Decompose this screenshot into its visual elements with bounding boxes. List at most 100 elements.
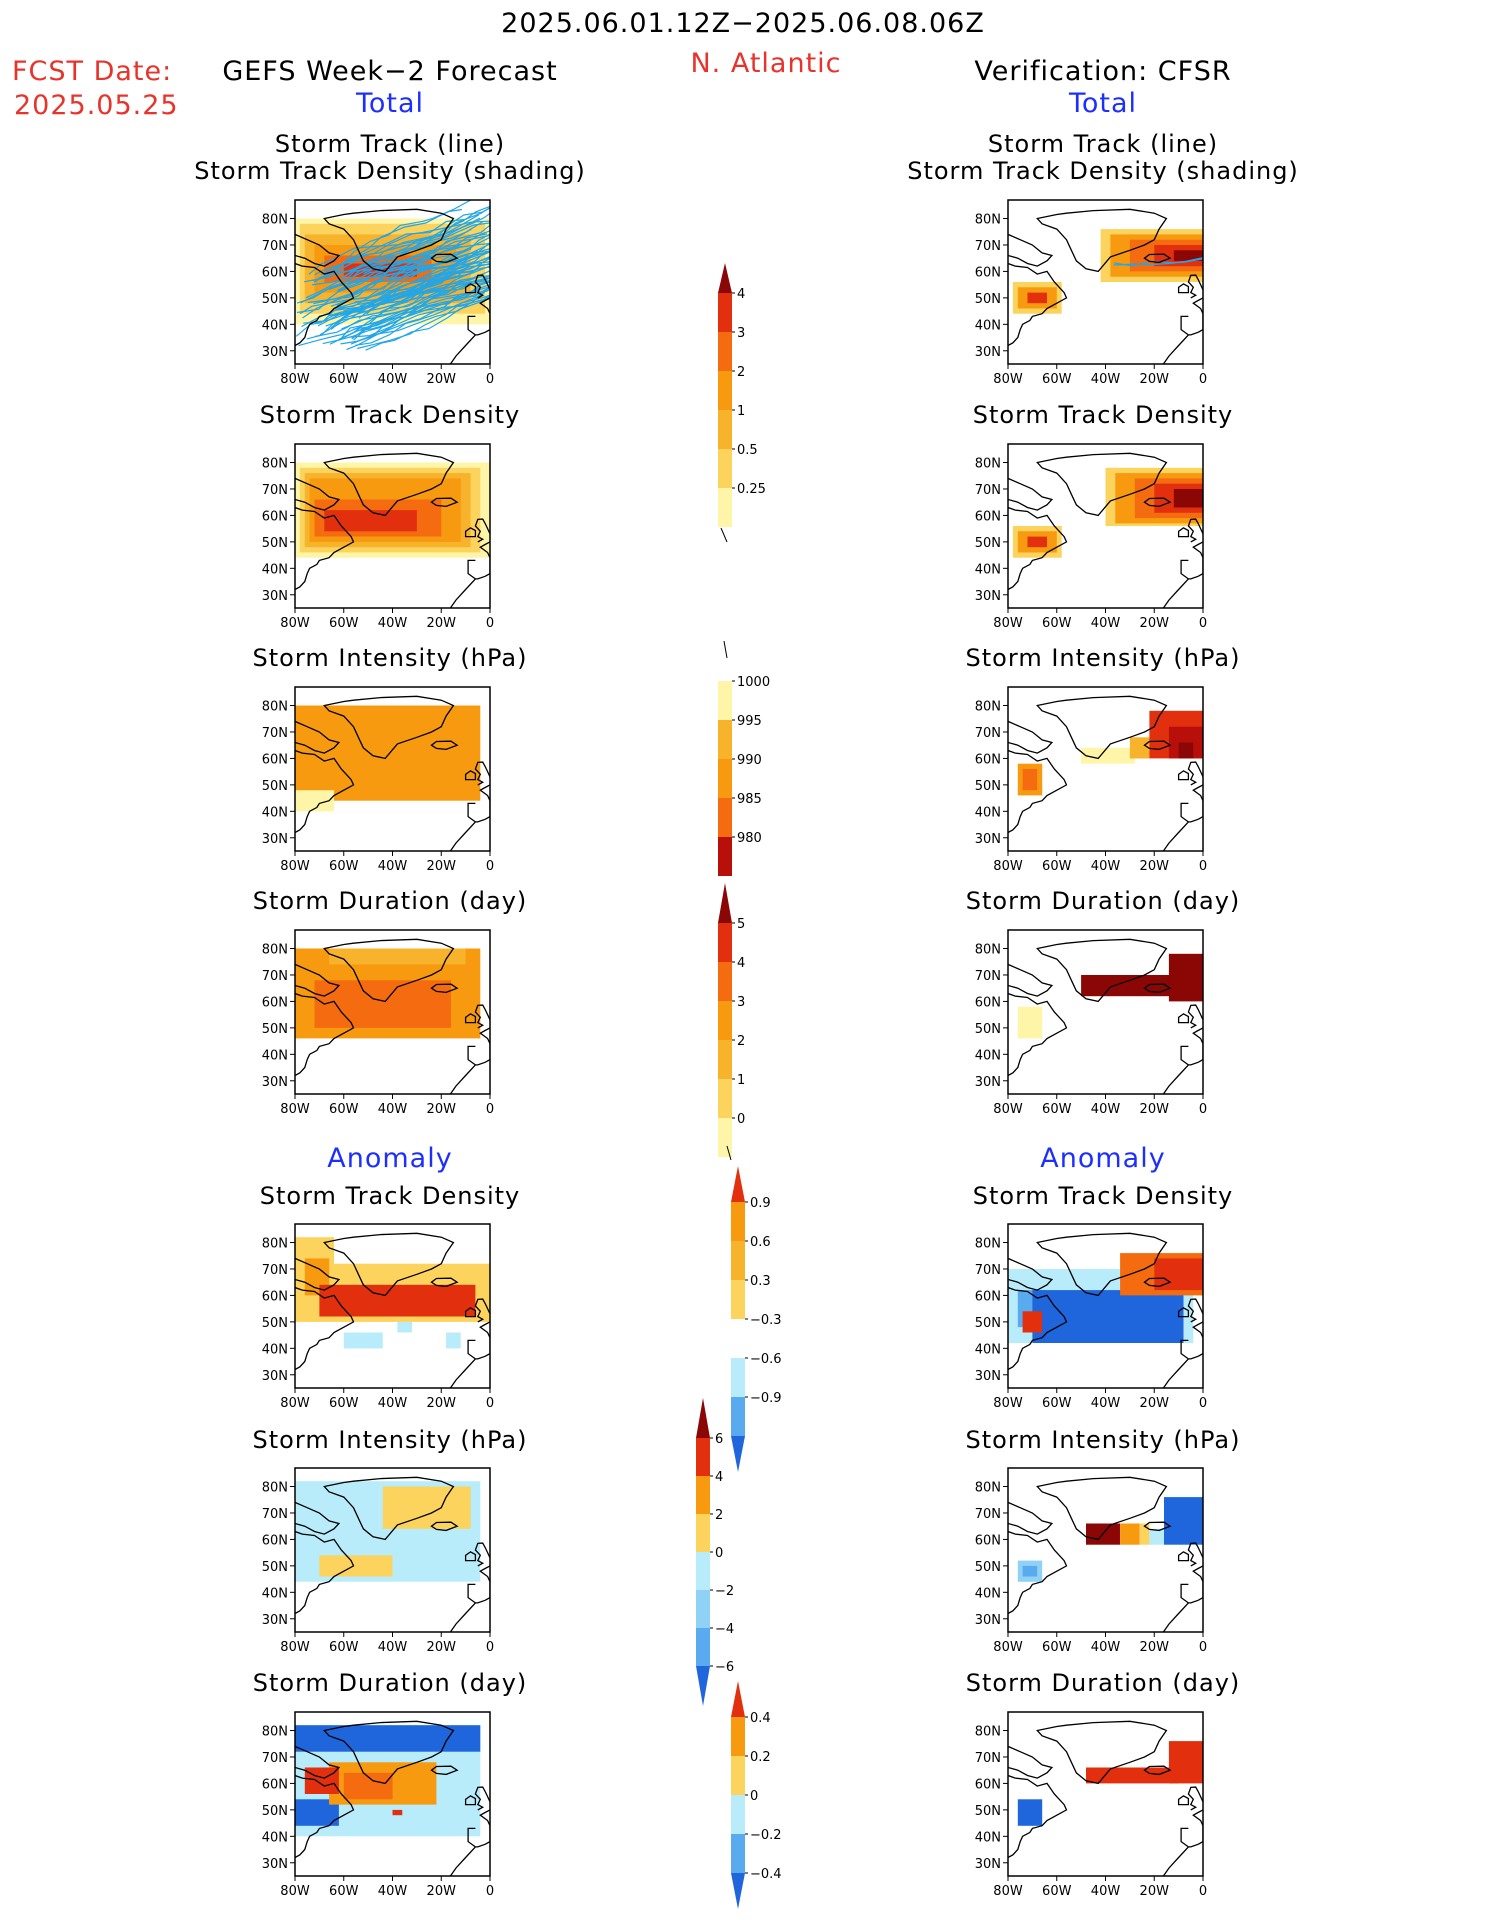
coastline bbox=[1008, 1286, 1068, 1371]
cfsr-duration-map: 80W 60W 40W 20W 0 80N 70N 60N 50N 40N 30N bbox=[975, 929, 1207, 1117]
colorbar-segment bbox=[696, 1476, 710, 1514]
coastline bbox=[1036, 452, 1168, 517]
y-tick-label: 30N bbox=[975, 589, 1001, 604]
x-tick-label: 60W bbox=[1042, 1396, 1072, 1411]
y-tick-label: 70N bbox=[975, 1751, 1001, 1766]
right-intensity-title: Storm Intensity (hPa) bbox=[965, 644, 1241, 672]
colorbar-label: −0.9 bbox=[750, 1391, 782, 1406]
y-tick-label: 40N bbox=[975, 805, 1001, 820]
x-tick-label: 0 bbox=[486, 1396, 494, 1411]
colorbar-segment bbox=[696, 1438, 710, 1476]
colorbar-segment bbox=[731, 1756, 745, 1795]
colorbar-label: 3 bbox=[737, 995, 745, 1010]
coastline bbox=[464, 283, 477, 294]
colorbar-bottom-arrow bbox=[696, 1666, 710, 1706]
coastline bbox=[467, 1027, 490, 1066]
coastline bbox=[1187, 1786, 1203, 1811]
y-tick-label: 80N bbox=[262, 457, 288, 472]
y-tick-label: 40N bbox=[975, 1048, 1001, 1063]
x-tick-label: 80W bbox=[280, 859, 310, 874]
coastline bbox=[449, 821, 476, 851]
y-tick-label: 70N bbox=[975, 483, 1001, 498]
y-tick-label: 70N bbox=[262, 726, 288, 741]
coastline bbox=[323, 208, 455, 273]
y-tick-label: 80N bbox=[975, 943, 1001, 958]
y-tick-label: 30N bbox=[262, 832, 288, 847]
x-tick-label: 0 bbox=[1199, 1884, 1207, 1899]
coastline bbox=[467, 297, 490, 336]
coastline bbox=[464, 1551, 477, 1562]
gefs-intensity-map: 80W 60W 40W 20W 0 80N 70N 60N 50N 40N 30N bbox=[262, 686, 494, 874]
right-duration-title: Storm Duration (day) bbox=[965, 887, 1241, 915]
y-tick-label: 50N bbox=[975, 779, 1001, 794]
coastline bbox=[295, 992, 355, 1077]
date-range-title: 2025.06.01.12Z−2025.06.08.06Z bbox=[501, 8, 985, 39]
storm-track bbox=[303, 208, 463, 283]
coastline bbox=[474, 1004, 490, 1029]
colorbar-label: 0 bbox=[715, 1546, 723, 1561]
coastline bbox=[295, 1774, 355, 1859]
colorbar-label: −0.2 bbox=[750, 1828, 782, 1843]
colorbar-label: 0.6 bbox=[750, 1235, 771, 1250]
y-tick-label: 60N bbox=[262, 1289, 288, 1304]
x-tick-label: 40W bbox=[1091, 859, 1121, 874]
x-tick-label: 20W bbox=[427, 1640, 457, 1655]
coastline bbox=[1143, 983, 1172, 994]
coastline bbox=[1143, 1765, 1172, 1776]
duration-colorbar: 5 4 3 2 1 0 bbox=[718, 883, 745, 1197]
coastline bbox=[1008, 1501, 1054, 1535]
y-tick-label: 40N bbox=[975, 318, 1001, 333]
storm-track bbox=[1113, 257, 1203, 266]
left-track-title-line1: Storm Track (line) bbox=[274, 130, 506, 158]
coastlines bbox=[295, 208, 490, 364]
coastline bbox=[1008, 1745, 1054, 1779]
x-tick-label: 60W bbox=[1042, 1884, 1072, 1899]
shading-cell bbox=[1086, 1767, 1179, 1784]
x-tick-label: 0 bbox=[486, 372, 494, 387]
y-tick-label: 30N bbox=[262, 1075, 288, 1090]
y-tick-label: 60N bbox=[262, 752, 288, 767]
colorbar-label: 1 bbox=[737, 1073, 745, 1088]
y-tick-label: 40N bbox=[262, 318, 288, 333]
y-tick-label: 80N bbox=[262, 1237, 288, 1252]
x-tick-label: 60W bbox=[329, 616, 359, 631]
coastline bbox=[1008, 1257, 1054, 1291]
intensity-anomaly-colorbar: 6 4 2 0 −2 −4 −6 bbox=[696, 1398, 734, 1706]
y-tick-label: 30N bbox=[975, 345, 1001, 360]
coastline bbox=[449, 578, 476, 608]
storm-track bbox=[355, 285, 490, 346]
coastline bbox=[323, 1476, 455, 1541]
colorbar-segment bbox=[731, 1397, 745, 1436]
storm-track bbox=[337, 285, 490, 341]
x-tick-label: 80W bbox=[993, 1102, 1023, 1117]
coastline bbox=[1177, 1795, 1190, 1806]
coastlines bbox=[295, 938, 490, 1094]
y-tick-label: 50N bbox=[975, 1022, 1001, 1037]
x-tick-label: 0 bbox=[1199, 859, 1207, 874]
coastline bbox=[1162, 334, 1189, 364]
y-tick-label: 30N bbox=[975, 1857, 1001, 1872]
y-tick-label: 30N bbox=[975, 832, 1001, 847]
coastline bbox=[1008, 1530, 1068, 1615]
coastline bbox=[1036, 1720, 1168, 1785]
coastline bbox=[1162, 1358, 1189, 1388]
right-intensity-anomaly-title: Storm Intensity (hPa) bbox=[965, 1426, 1241, 1454]
y-tick-label: 50N bbox=[262, 779, 288, 794]
cfsr-intensity-anomaly-map: 80W 60W 40W 20W 0 80N 70N 60N 50N 40N 30N bbox=[975, 1467, 1207, 1655]
x-tick-label: 0 bbox=[1199, 1640, 1207, 1655]
coastline bbox=[464, 770, 477, 781]
y-tick-label: 50N bbox=[975, 536, 1001, 551]
y-tick-label: 40N bbox=[262, 1048, 288, 1063]
y-tick-label: 70N bbox=[975, 969, 1001, 984]
gefs-track-map: 80W 60W 40W 20W 0 80N 70N 60N 50N 40N 30N bbox=[262, 199, 494, 387]
coastline bbox=[1162, 821, 1189, 851]
colorbar-top-arrow bbox=[718, 883, 732, 923]
gefs-intensity-anomaly-map: 80W 60W 40W 20W 0 80N 70N 60N 50N 40N 30N bbox=[262, 1467, 494, 1655]
coastlines bbox=[1008, 1720, 1203, 1876]
coastline bbox=[464, 1795, 477, 1806]
coastline bbox=[467, 1321, 490, 1360]
cfsr-track-map: 80W 60W 40W 20W 0 80N 70N 60N 50N 40N 30N bbox=[975, 199, 1207, 387]
y-tick-label: 50N bbox=[975, 1804, 1001, 1819]
colorbar-segment bbox=[718, 681, 732, 720]
colorbar-segment bbox=[718, 1001, 732, 1040]
